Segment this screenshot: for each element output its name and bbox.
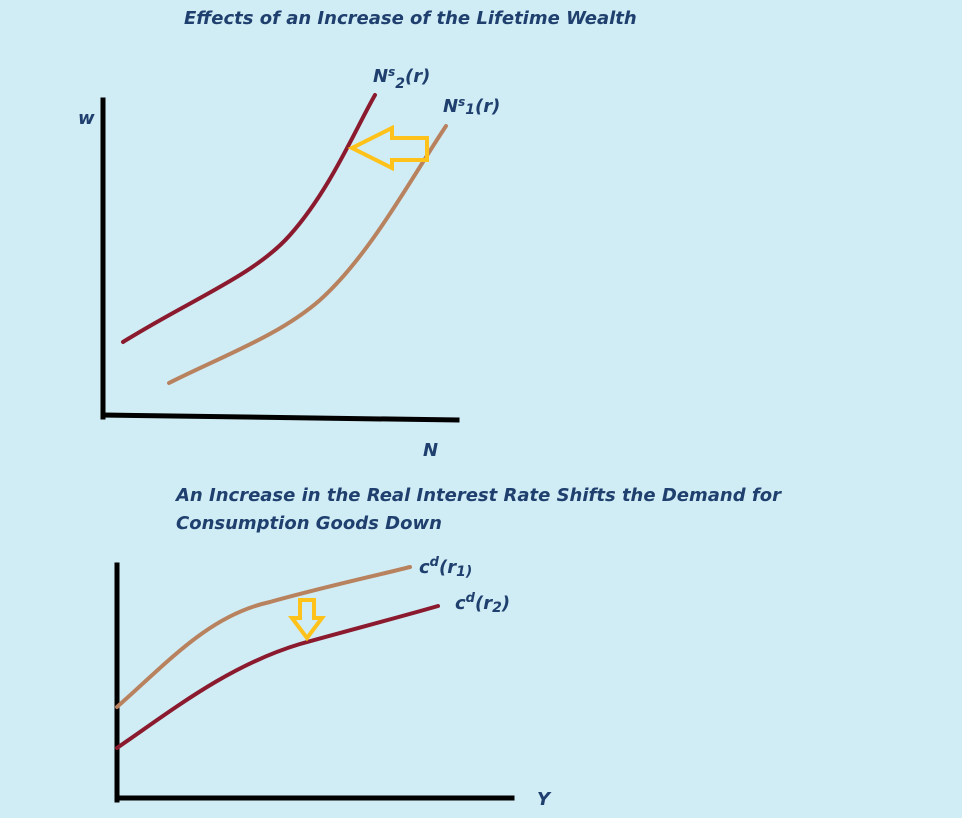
down-shift-arrow <box>288 598 326 642</box>
diagram-2-title-line-2: Consumption Goods Down <box>176 513 442 534</box>
cd2-close: ) <box>501 593 510 614</box>
left-shift-arrow <box>347 124 429 172</box>
cd2-sub: 2 <box>492 600 502 616</box>
ns2-base: N <box>373 66 388 87</box>
consumption-demand-curve-1 <box>115 565 412 709</box>
consumption-demand-curve-2 <box>115 604 440 750</box>
diagram-2-x-axis-label: Y <box>537 789 552 810</box>
ns1-sub: 1 <box>465 102 475 118</box>
ns1-tail: (r) <box>475 96 500 117</box>
diagram-1-y-axis-label: w <box>78 108 95 129</box>
cd2-base: c <box>455 593 466 614</box>
ns2-tail: (r) <box>405 66 430 87</box>
cd2-open: (r <box>475 593 493 614</box>
diagram-2-title: An Increase in the Real Interest Rate Sh… <box>176 482 781 538</box>
labor-supply-curve-1 <box>167 124 448 385</box>
diagram-1-x-axis <box>100 412 460 423</box>
diagram-2: Y cd(r1) cd(r2) <box>114 555 552 810</box>
curve-label-ns2: Ns2(r) <box>373 65 430 92</box>
diagram-2-title-line-1: An Increase in the Real Interest Rate Sh… <box>176 485 781 506</box>
curve-label-ns1: Ns1(r) <box>443 95 500 118</box>
ns2-sub: 2 <box>395 76 405 92</box>
diagram-1-x-axis-label: N <box>423 440 438 461</box>
curve-label-cd-r2: cd(r2) <box>455 591 510 616</box>
ns1-sup: s <box>458 95 465 109</box>
diagram-1-title: Effects of an Increase of the Lifetime W… <box>184 8 637 29</box>
cd1-open: (r <box>439 557 457 578</box>
diagram-1: w N Ns2(r) Ns1(r) <box>78 65 500 461</box>
labor-supply-curve-2 <box>121 93 377 344</box>
ns2-sup: s <box>388 65 395 79</box>
cd1-sup: d <box>430 555 440 570</box>
cd2-sup: d <box>466 591 476 606</box>
cd1-sub: 1) <box>456 564 472 580</box>
cd1-base: c <box>419 557 430 578</box>
curve-label-cd-r1: cd(r1) <box>419 555 472 580</box>
ns1-base: N <box>443 96 458 117</box>
